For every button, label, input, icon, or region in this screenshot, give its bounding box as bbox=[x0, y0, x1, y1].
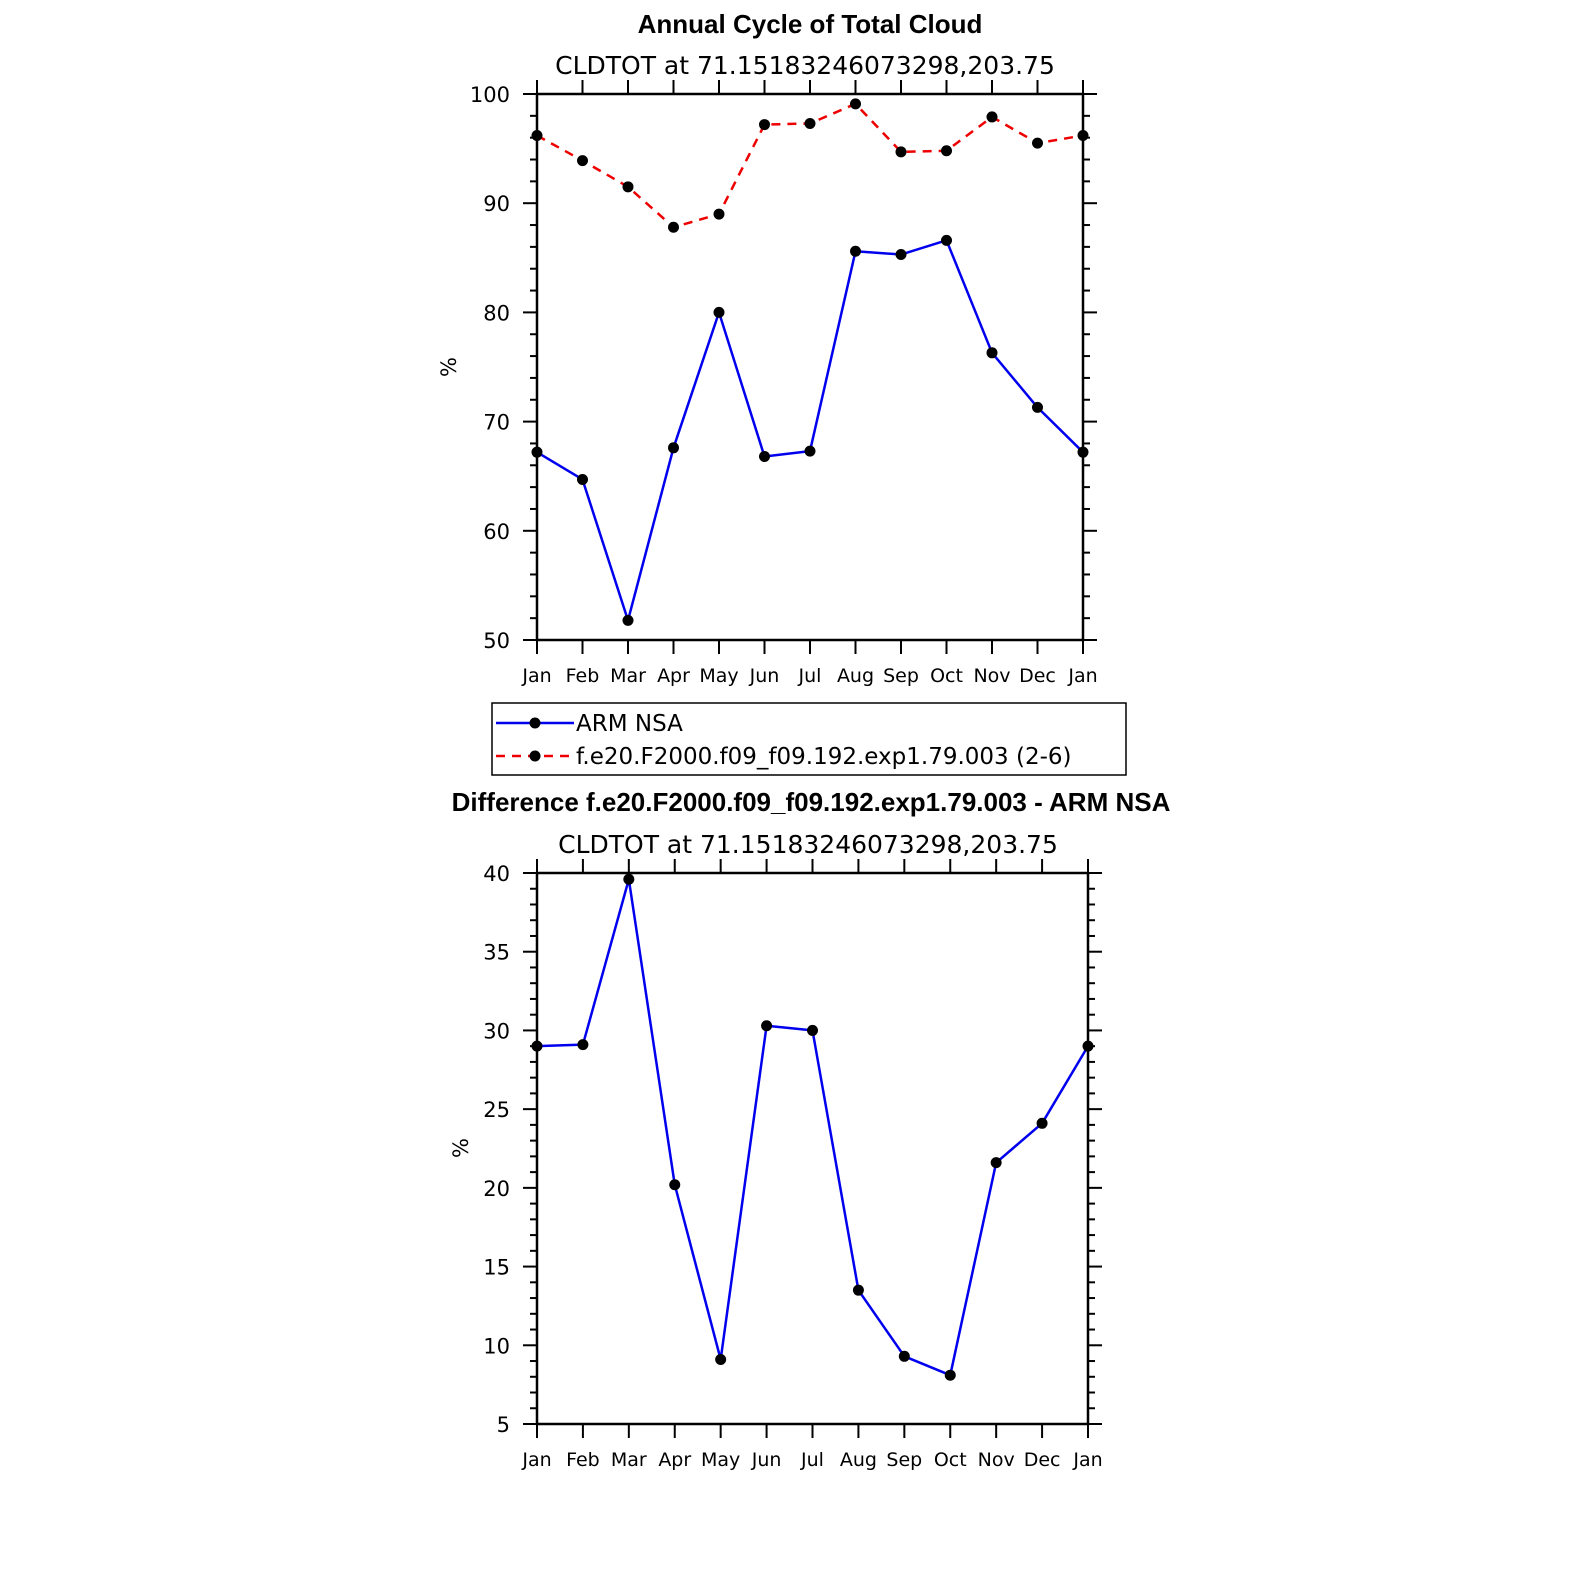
y-tick-label: 30 bbox=[483, 1019, 510, 1043]
data-point bbox=[990, 1157, 1002, 1169]
y-axis-label: % bbox=[449, 1138, 473, 1158]
data-point bbox=[577, 473, 588, 485]
x-tick-label: Jun bbox=[749, 665, 780, 687]
annual-cycle-chart: Annual Cycle of Total Cloud CLDTOT at 71… bbox=[437, 9, 1098, 687]
y-tick-label: 15 bbox=[483, 1256, 510, 1280]
x-tick-label: May bbox=[701, 1449, 740, 1471]
y-tick-label: 70 bbox=[483, 411, 510, 435]
data-point bbox=[623, 873, 635, 885]
y-tick-label: 40 bbox=[483, 862, 510, 886]
x-tick-label: Oct bbox=[934, 1449, 967, 1471]
data-point bbox=[577, 1039, 589, 1051]
x-tick-label: Aug bbox=[837, 665, 874, 687]
y-tick-label: 10 bbox=[483, 1334, 510, 1358]
data-point bbox=[804, 445, 816, 457]
data-point bbox=[715, 1353, 727, 1365]
x-tick-label: Apr bbox=[658, 1449, 691, 1471]
data-point bbox=[895, 249, 907, 261]
data-point bbox=[852, 1284, 864, 1296]
x-tick-label: Dec bbox=[1019, 665, 1056, 687]
data-point bbox=[986, 347, 998, 359]
data-point bbox=[668, 221, 679, 233]
data-point bbox=[944, 1369, 956, 1381]
x-tick-label: Jun bbox=[751, 1449, 782, 1471]
y-tick-label: 100 bbox=[470, 83, 510, 107]
data-point bbox=[941, 234, 952, 246]
y-tick-label: 60 bbox=[483, 520, 510, 544]
data-point bbox=[713, 208, 725, 220]
data-point bbox=[1077, 129, 1089, 141]
y-tick-label: 80 bbox=[483, 301, 510, 325]
data-point bbox=[622, 614, 634, 626]
x-tick-label: Jan bbox=[521, 665, 551, 687]
legend-label-arm-nsa: ARM NSA bbox=[576, 711, 683, 737]
chart-title: Annual Cycle of Total Cloud bbox=[638, 9, 983, 39]
x-tick-label: Jul bbox=[800, 1449, 824, 1471]
y-tick-label: 90 bbox=[483, 192, 510, 216]
legend: ARM NSA f.e20.F2000.f09_f09.192.exp1.79.… bbox=[491, 702, 1127, 776]
x-tick-label: Nov bbox=[973, 665, 1010, 687]
data-point bbox=[850, 245, 861, 257]
data-point bbox=[1032, 137, 1043, 149]
legend-marker-arm-nsa bbox=[529, 717, 541, 729]
chart-subtitle: CLDTOT at 71.15183246073298,203.75 bbox=[558, 830, 1058, 859]
data-point bbox=[807, 1024, 818, 1036]
y-tick-label: 50 bbox=[483, 629, 510, 653]
data-point bbox=[669, 1179, 681, 1191]
data-point bbox=[804, 117, 816, 129]
x-tick-label: Jan bbox=[1067, 665, 1097, 687]
data-point bbox=[1032, 401, 1043, 413]
difference-chart: Difference f.e20.F2000.f09_f09.192.exp1.… bbox=[449, 787, 1171, 1471]
y-tick-label: 5 bbox=[497, 1413, 510, 1437]
series-line-0 bbox=[536, 239, 1084, 622]
x-tick-label: Jan bbox=[1072, 1449, 1102, 1471]
data-point bbox=[941, 145, 952, 157]
data-point bbox=[761, 1020, 773, 1032]
y-tick-label: 25 bbox=[483, 1098, 510, 1122]
x-tick-label: Feb bbox=[566, 665, 600, 687]
x-tick-label: Mar bbox=[611, 1449, 647, 1471]
data-point bbox=[895, 146, 907, 158]
data-point bbox=[531, 129, 543, 141]
plot-frame bbox=[535, 92, 1085, 642]
data-point bbox=[898, 1350, 910, 1362]
legend-label-model: f.e20.F2000.f09_f09.192.exp1.79.003 (2-6… bbox=[576, 744, 1072, 770]
x-tick-label: Aug bbox=[840, 1449, 877, 1471]
legend-frame bbox=[491, 702, 1127, 776]
data-point bbox=[531, 1040, 543, 1052]
x-tick-label: Sep bbox=[883, 665, 919, 687]
x-tick-label: May bbox=[699, 665, 738, 687]
chart-title: Difference f.e20.F2000.f09_f09.192.exp1.… bbox=[452, 787, 1171, 817]
data-point bbox=[1036, 1117, 1048, 1129]
y-tick-label: 35 bbox=[483, 941, 510, 965]
data-point bbox=[1077, 446, 1089, 458]
data-point bbox=[713, 306, 725, 318]
x-tick-label: Sep bbox=[886, 1449, 922, 1471]
x-tick-label: Jul bbox=[798, 665, 822, 687]
x-tick-label: Nov bbox=[978, 1449, 1015, 1471]
y-tick-label: 20 bbox=[483, 1177, 510, 1201]
legend-marker-model bbox=[529, 750, 541, 762]
x-tick-label: Apr bbox=[657, 665, 690, 687]
data-point bbox=[531, 446, 543, 458]
plot-frame bbox=[535, 871, 1090, 1426]
data-point bbox=[668, 442, 679, 454]
x-tick-label: Mar bbox=[610, 665, 646, 687]
x-tick-label: Dec bbox=[1024, 1449, 1061, 1471]
data-point bbox=[577, 155, 588, 167]
data-point bbox=[1082, 1040, 1094, 1052]
y-axis-label: % bbox=[437, 357, 461, 377]
series-line-0 bbox=[536, 878, 1090, 1377]
x-tick-label: Feb bbox=[566, 1449, 600, 1471]
x-tick-label: Jan bbox=[521, 1449, 551, 1471]
data-point bbox=[759, 451, 770, 463]
data-point bbox=[622, 181, 634, 193]
x-tick-label: Oct bbox=[930, 665, 963, 687]
data-point bbox=[986, 111, 998, 123]
data-point bbox=[850, 98, 861, 110]
data-point bbox=[759, 119, 770, 131]
chart-subtitle: CLDTOT at 71.15183246073298,203.75 bbox=[555, 51, 1055, 80]
